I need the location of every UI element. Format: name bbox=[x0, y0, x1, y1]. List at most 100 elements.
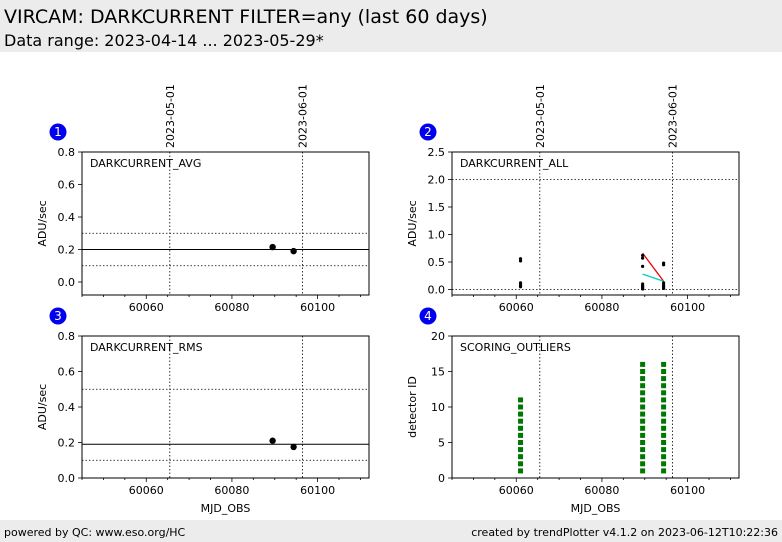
x-tick-label: 60060 bbox=[129, 301, 164, 314]
y-axis-label: ADU/sec bbox=[36, 384, 49, 430]
outlier-marker bbox=[640, 461, 646, 467]
panel-badge-number: 1 bbox=[54, 125, 62, 139]
panel-title: SCORING_OUTLIERS bbox=[460, 341, 571, 354]
footer-created: created by trendPlotter v4.1.2 on 2023-0… bbox=[471, 526, 778, 539]
x-tick-label: 60100 bbox=[300, 484, 335, 497]
panel-badge-number: 3 bbox=[54, 309, 62, 323]
x-tick-label: 60060 bbox=[499, 484, 534, 497]
panel-badge bbox=[49, 123, 67, 141]
outlier-marker bbox=[661, 447, 667, 453]
outlier-marker bbox=[518, 440, 524, 445]
outlier-marker bbox=[518, 432, 524, 438]
outlier-marker bbox=[661, 418, 667, 424]
data-layer bbox=[269, 437, 297, 451]
x-tick-label: 60060 bbox=[499, 301, 534, 314]
page-subtitle: Data range: 2023-04-14 ... 2023-05-29* bbox=[4, 31, 324, 50]
outlier-marker bbox=[661, 461, 667, 467]
plot-frame bbox=[451, 151, 740, 296]
data-point bbox=[269, 437, 276, 444]
date-marker-label: 2023-06-01 bbox=[667, 84, 680, 148]
panel-title: DARKCURRENT_ALL bbox=[460, 157, 569, 170]
outlier-marker bbox=[661, 376, 667, 382]
y-tick-label: 10 bbox=[431, 401, 445, 414]
y-tick-label: 0.8 bbox=[58, 146, 76, 159]
outlier-marker bbox=[640, 468, 646, 474]
y-tick-label: 5 bbox=[438, 437, 445, 450]
outlier-marker bbox=[661, 369, 667, 374]
x-tick-label: 60100 bbox=[670, 301, 705, 314]
y-tick-label: 0.2 bbox=[58, 437, 76, 450]
outlier-marker bbox=[661, 432, 667, 438]
y-tick-label: 0 bbox=[438, 472, 445, 485]
outlier-marker bbox=[518, 454, 524, 460]
plot-frame bbox=[451, 335, 740, 479]
y-tick-label: 15 bbox=[431, 366, 445, 379]
outlier-marker bbox=[518, 447, 524, 453]
outlier-marker bbox=[661, 411, 667, 417]
y-tick-label: 1.0 bbox=[428, 229, 446, 242]
outlier-marker bbox=[661, 468, 667, 474]
trend-line bbox=[642, 273, 664, 282]
panel-badge bbox=[419, 123, 437, 141]
panel-title: DARKCURRENT_AVG bbox=[90, 157, 201, 170]
plot-panel-1: 2023-05-01 2023-06-01 60060 60080 60100 0.0 0.… bbox=[36, 84, 370, 314]
data-point bbox=[641, 287, 645, 291]
outlier-marker bbox=[640, 411, 646, 417]
date-marker-label: 2023-05-01 bbox=[164, 84, 177, 148]
outlier-marker bbox=[640, 361, 646, 367]
y-axis-label: ADU/sec bbox=[406, 200, 419, 246]
data-point bbox=[641, 256, 645, 260]
outlier-marker bbox=[518, 411, 524, 417]
plot-frame bbox=[81, 151, 370, 296]
outlier-marker bbox=[661, 397, 667, 403]
y-tick-label: 20 bbox=[431, 330, 445, 343]
outlier-marker bbox=[640, 376, 646, 382]
outlier-marker bbox=[640, 447, 646, 453]
plot-panel-3: 60060 60080 60100 0.0 0.2 0.4 0.6 0.8 ADU/sec MJD… bbox=[36, 307, 370, 515]
outlier-marker bbox=[640, 454, 646, 460]
outlier-marker bbox=[518, 397, 524, 403]
data-point bbox=[641, 264, 645, 268]
x-tick-label: 60060 bbox=[129, 484, 164, 497]
outlier-marker bbox=[640, 425, 646, 431]
outlier-marker bbox=[518, 461, 524, 467]
outlier-marker bbox=[661, 404, 667, 410]
x-tick-label: 60080 bbox=[584, 301, 619, 314]
y-tick-label: 0.6 bbox=[58, 179, 76, 192]
outlier-marker bbox=[661, 440, 667, 445]
data-point bbox=[662, 281, 666, 285]
panel-badge-number: 4 bbox=[424, 309, 432, 323]
outlier-marker bbox=[640, 397, 646, 403]
header: VIRCAM: DARKCURRENT FILTER=any (last 60 … bbox=[0, 0, 782, 52]
x-tick-label: 60080 bbox=[214, 484, 249, 497]
outlier-marker bbox=[640, 440, 646, 445]
data-point bbox=[290, 443, 297, 451]
y-tick-label: 0.5 bbox=[428, 256, 446, 269]
x-tick-label: 60080 bbox=[584, 484, 619, 497]
y-tick-label: 0.0 bbox=[58, 472, 76, 485]
plot-frame bbox=[81, 335, 370, 479]
data-point bbox=[641, 253, 645, 257]
plot-panel-4: 60060 60080 60100 0 5 10 15 20 detector ID MJD_OB… bbox=[406, 307, 740, 515]
outlier-marker bbox=[640, 418, 646, 424]
y-tick-label: 0.0 bbox=[58, 276, 76, 289]
y-tick-label: 2.0 bbox=[428, 174, 446, 187]
data-point bbox=[518, 285, 523, 289]
x-tick-label: 60080 bbox=[214, 301, 249, 314]
outlier-marker bbox=[518, 418, 524, 424]
y-tick-label: 1.5 bbox=[428, 201, 446, 214]
trend-line bbox=[642, 252, 665, 282]
data-point bbox=[662, 286, 666, 290]
outlier-marker bbox=[661, 390, 667, 396]
page-title: VIRCAM: DARKCURRENT FILTER=any (last 60 … bbox=[4, 6, 488, 28]
y-tick-label: 0.8 bbox=[58, 330, 76, 343]
plot-panel-2: 2023-05-01 2023-06-01 60060 60080 60100 0.0 0.… bbox=[406, 84, 740, 314]
outlier-marker bbox=[640, 390, 646, 396]
footer-credit: powered by QC: www.eso.org/HC bbox=[4, 526, 186, 539]
data-layer bbox=[269, 243, 297, 255]
outlier-marker bbox=[640, 369, 646, 374]
outlier-marker bbox=[640, 432, 646, 438]
data-point bbox=[518, 281, 523, 285]
outlier-marker bbox=[661, 361, 667, 367]
data-layer bbox=[518, 361, 667, 474]
